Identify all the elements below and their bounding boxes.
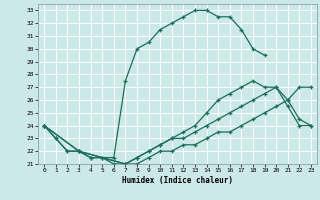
X-axis label: Humidex (Indice chaleur): Humidex (Indice chaleur)	[122, 176, 233, 185]
